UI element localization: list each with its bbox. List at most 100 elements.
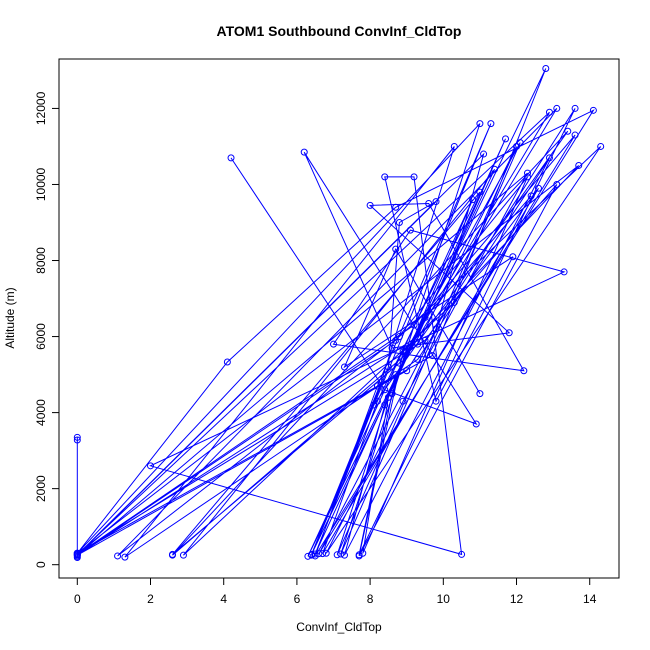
data-point xyxy=(575,161,583,169)
y-tick-label: 12000 xyxy=(34,91,48,125)
data-point xyxy=(392,245,400,253)
data-point xyxy=(330,340,338,348)
data-point xyxy=(381,401,389,409)
series-0 xyxy=(73,65,605,561)
data-point xyxy=(410,321,418,329)
series-group xyxy=(73,65,605,561)
data-point xyxy=(480,150,488,158)
data-point xyxy=(333,551,341,559)
data-point xyxy=(432,198,440,206)
data-point xyxy=(513,142,521,150)
data-point xyxy=(337,550,345,558)
data-point xyxy=(476,390,484,398)
data-point xyxy=(395,218,403,226)
data-point xyxy=(502,135,510,143)
data-point xyxy=(406,226,414,234)
data-point xyxy=(377,378,385,386)
data-point xyxy=(315,550,323,558)
data-point xyxy=(319,550,327,558)
data-point xyxy=(121,553,129,561)
data-point xyxy=(168,550,176,558)
data-point xyxy=(311,552,319,560)
x-tick-label: 2 xyxy=(147,592,154,606)
x-tick-label: 10 xyxy=(437,592,451,606)
data-point xyxy=(516,139,524,147)
data-point xyxy=(73,436,81,444)
data-point xyxy=(450,142,458,150)
x-tick-label: 14 xyxy=(583,592,597,606)
data-point xyxy=(399,397,407,405)
data-point xyxy=(476,120,484,128)
x-tick-label: 12 xyxy=(510,592,524,606)
y-axis-label: Altitude (m) xyxy=(3,287,17,348)
data-point xyxy=(73,553,81,561)
data-point xyxy=(564,127,572,135)
data-point xyxy=(373,397,381,405)
data-point xyxy=(520,367,528,375)
y-tick-label: 0 xyxy=(34,561,48,568)
data-point xyxy=(384,363,392,371)
data-point xyxy=(428,352,436,360)
data-point xyxy=(589,106,597,114)
data-point xyxy=(534,184,542,192)
data-point xyxy=(450,298,458,306)
y-tick-label: 8000 xyxy=(34,247,48,274)
data-point xyxy=(381,386,389,394)
data-point xyxy=(370,401,378,409)
data-point xyxy=(571,104,579,112)
data-point xyxy=(388,344,396,352)
data-point xyxy=(399,348,407,356)
data-point xyxy=(403,367,411,375)
y-tick-label: 10000 xyxy=(34,167,48,201)
data-point xyxy=(469,196,477,204)
data-point xyxy=(359,549,367,557)
data-point xyxy=(487,120,495,128)
data-point xyxy=(597,142,605,150)
data-point xyxy=(366,201,374,209)
series-2 xyxy=(73,433,81,561)
data-point xyxy=(147,462,155,470)
data-point xyxy=(571,131,579,139)
data-point xyxy=(340,363,348,371)
data-point xyxy=(542,65,550,73)
data-point xyxy=(432,397,440,405)
data-point xyxy=(458,550,466,558)
data-point xyxy=(523,173,531,181)
data-point xyxy=(179,551,187,559)
data-point xyxy=(73,433,81,441)
data-point xyxy=(223,358,231,366)
data-point xyxy=(392,336,400,344)
data-point xyxy=(425,199,433,207)
data-point xyxy=(395,333,403,341)
y-axis: 0 2000 4000 6000 8000 10000 12000 xyxy=(34,91,60,568)
data-point xyxy=(553,104,561,112)
data-point xyxy=(491,165,499,173)
chart-title: ATOM1 Southbound ConvInf_CldTop xyxy=(217,23,462,39)
y-tick-label: 2000 xyxy=(34,475,48,502)
data-point xyxy=(311,550,319,558)
data-point xyxy=(505,329,513,337)
series-1 xyxy=(147,148,568,558)
x-tick-label: 8 xyxy=(367,592,374,606)
x-axis: 0 2 4 6 8 10 12 14 xyxy=(74,577,597,606)
x-tick-label: 4 xyxy=(220,592,227,606)
series-line xyxy=(149,151,566,556)
data-point xyxy=(114,552,122,560)
data-point xyxy=(392,371,400,379)
data-point xyxy=(308,550,316,558)
data-point xyxy=(227,154,235,162)
data-point xyxy=(384,393,392,401)
y-tick-label: 6000 xyxy=(34,323,48,350)
data-point xyxy=(410,173,418,181)
y-tick-label: 4000 xyxy=(34,399,48,426)
data-point xyxy=(523,169,531,177)
data-point xyxy=(340,551,348,559)
x-tick-label: 0 xyxy=(74,592,81,606)
x-axis-label: ConvInf_CldTop xyxy=(296,620,382,634)
data-point xyxy=(560,268,568,276)
series-line xyxy=(76,68,602,558)
data-point xyxy=(381,173,389,181)
data-point xyxy=(304,552,312,560)
x-tick-label: 6 xyxy=(294,592,301,606)
